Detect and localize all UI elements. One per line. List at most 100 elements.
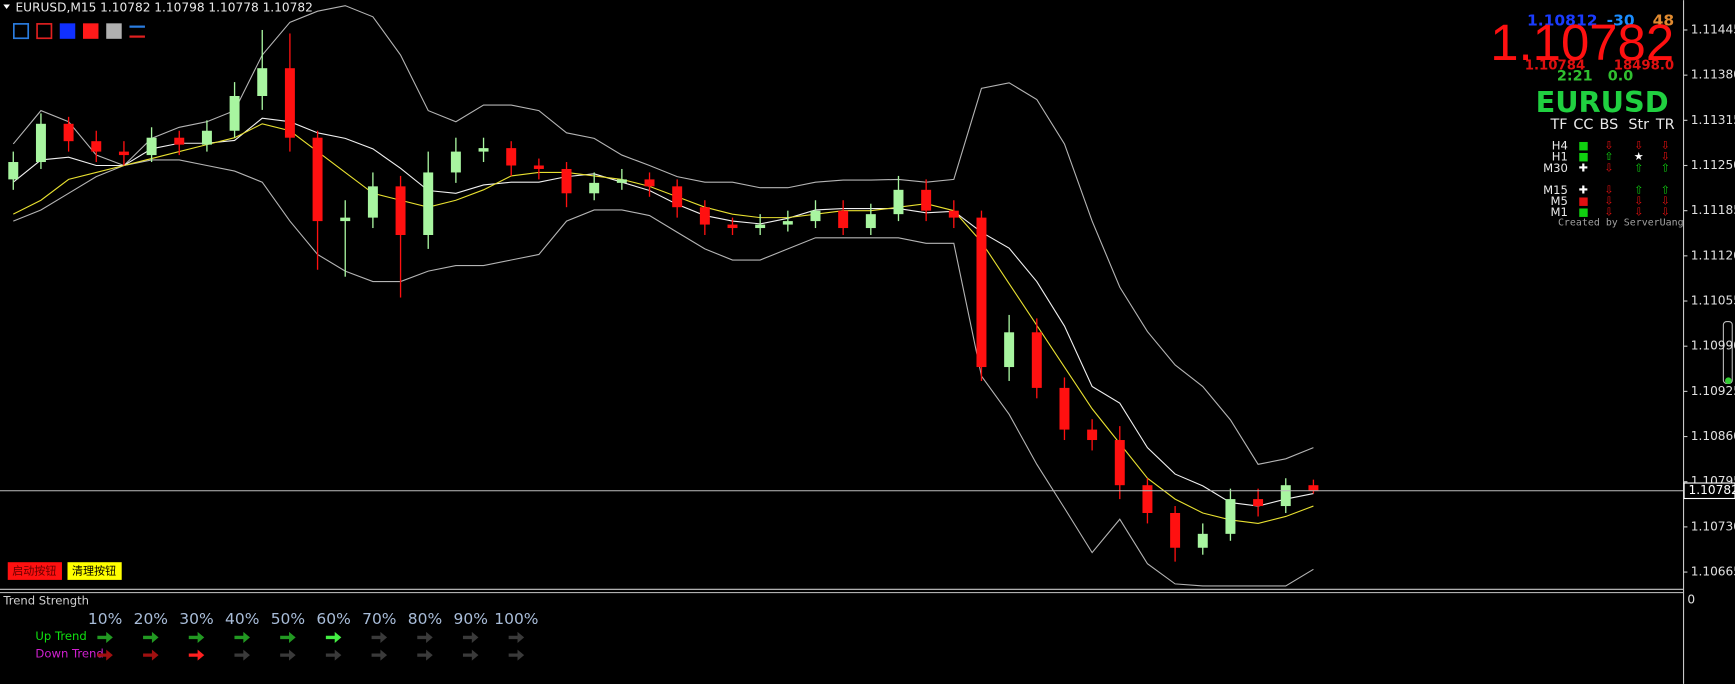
strength-level: 80% — [408, 610, 442, 628]
clear-button-label[interactable]: 清理按钮 — [72, 564, 116, 578]
signal-symbol: ■ — [1578, 139, 1588, 152]
candle-body — [91, 141, 102, 152]
start-button-label[interactable]: 启动按钮 — [12, 564, 56, 578]
candle-body — [948, 210, 959, 218]
signal-symbol: ⇩ — [1604, 139, 1613, 152]
signal-symbol: ⇩ — [1661, 139, 1670, 152]
trend-arrow — [508, 631, 525, 643]
candle-body — [1225, 499, 1236, 534]
strength-level: 30% — [179, 610, 213, 628]
signal-symbol: ★ — [1634, 150, 1644, 163]
table-header: CC — [1573, 117, 1593, 133]
swatch-blue[interactable] — [59, 23, 76, 39]
candle-body — [1087, 429, 1098, 441]
candle-body — [561, 168, 572, 194]
candle-body — [450, 151, 461, 173]
candle-body — [312, 137, 323, 222]
strength-level: 90% — [453, 610, 487, 628]
swatch-lines[interactable] — [129, 25, 145, 38]
signal-symbol: ⇩ — [1634, 194, 1643, 207]
current-price-label: 1.10782 — [1689, 483, 1735, 497]
trend-arrow — [417, 631, 433, 643]
candle-body — [589, 182, 600, 194]
count: 48 — [1653, 12, 1675, 30]
scroll-indicator[interactable] — [1725, 377, 1732, 385]
candle-body — [644, 179, 655, 187]
sub-value: 18498.0 — [1614, 58, 1674, 73]
candle-body — [395, 186, 406, 235]
trend-arrow — [143, 631, 159, 643]
trend-arrow — [325, 631, 342, 643]
signal-symbol: ✚ — [1579, 183, 1588, 196]
candle-body — [1114, 440, 1125, 486]
candle-body — [893, 189, 904, 215]
symbol-header: EURUSD,M15 1.10782 1.10798 1.10778 1.107… — [15, 0, 312, 14]
candle-body — [1253, 499, 1264, 507]
trend-arrow — [280, 649, 296, 661]
swatch-outline-blue[interactable] — [13, 23, 30, 40]
y-tick-label: 1.10860 — [1691, 429, 1735, 443]
swatch-red[interactable] — [82, 23, 99, 39]
y-tick-label: 1.11380 — [1691, 68, 1735, 82]
symbol-name: EURUSD — [1536, 85, 1669, 119]
y-tick-label: 1.11445 — [1691, 22, 1735, 36]
candle-body — [506, 148, 517, 166]
trend-arrow — [97, 631, 113, 643]
big-price: 1.10782 — [1490, 14, 1674, 71]
candle-body — [8, 162, 19, 180]
signal-symbol: ⇧ — [1604, 150, 1613, 163]
signal-symbol: ⇧ — [1634, 161, 1643, 174]
signal-symbol: ⇩ — [1661, 150, 1670, 163]
start-button[interactable] — [7, 562, 62, 580]
table-header: Str — [1628, 117, 1649, 133]
candle-body — [229, 95, 240, 131]
candle-body — [146, 137, 157, 156]
signal-symbol: ⇩ — [1604, 161, 1613, 174]
trend-arrow — [371, 649, 388, 661]
candle-body — [921, 189, 932, 211]
candle-body — [865, 214, 876, 229]
trend-arrow — [234, 631, 250, 643]
signal-symbol: ⇧ — [1661, 183, 1670, 196]
candle-body — [838, 210, 849, 229]
candle-body — [257, 68, 268, 96]
signal-symbol: ✚ — [1579, 161, 1588, 174]
y-tick-label: 1.10990 — [1691, 339, 1735, 353]
clear-button[interactable] — [67, 562, 122, 580]
candle-body — [478, 148, 489, 152]
candle-body — [118, 151, 129, 156]
timeframe: M1 — [1551, 205, 1568, 219]
trend-arrow — [188, 631, 205, 643]
strength-level: 70% — [362, 610, 396, 628]
swatch-outline-red[interactable] — [36, 23, 53, 40]
trend-arrow — [143, 649, 159, 661]
trend-arrow — [97, 649, 113, 661]
signal-symbol: ⇩ — [1634, 139, 1643, 152]
bid-price: 1.10812 — [1527, 12, 1598, 30]
swatch-gray[interactable] — [106, 23, 122, 39]
candle-body — [1142, 485, 1153, 513]
strength-level: 100% — [494, 610, 538, 628]
candle-body — [810, 210, 821, 222]
signal-symbol: ⇩ — [1661, 206, 1670, 219]
y-tick-label: 1.11315 — [1691, 113, 1735, 127]
overlay-line — [13, 123, 1314, 524]
indicator-title: Trend Strength — [2, 593, 89, 607]
trend-label: Down Trend — [35, 647, 103, 661]
timeframe: H1 — [1552, 150, 1568, 164]
candle-body — [755, 224, 766, 229]
candle-body — [201, 130, 212, 145]
collapse-triangle[interactable] — [3, 4, 10, 9]
candle-body — [1280, 485, 1291, 507]
candle-body — [340, 217, 351, 222]
signal-symbol: ■ — [1578, 194, 1588, 207]
timeframe: M15 — [1543, 183, 1568, 197]
candle-body — [284, 68, 295, 138]
candle-body — [1059, 387, 1070, 430]
overlay-line — [13, 159, 1314, 587]
signal-symbol: ⇧ — [1661, 161, 1670, 174]
candle-body — [976, 217, 987, 368]
candle-body — [1004, 332, 1015, 368]
candle-body — [616, 179, 627, 183]
